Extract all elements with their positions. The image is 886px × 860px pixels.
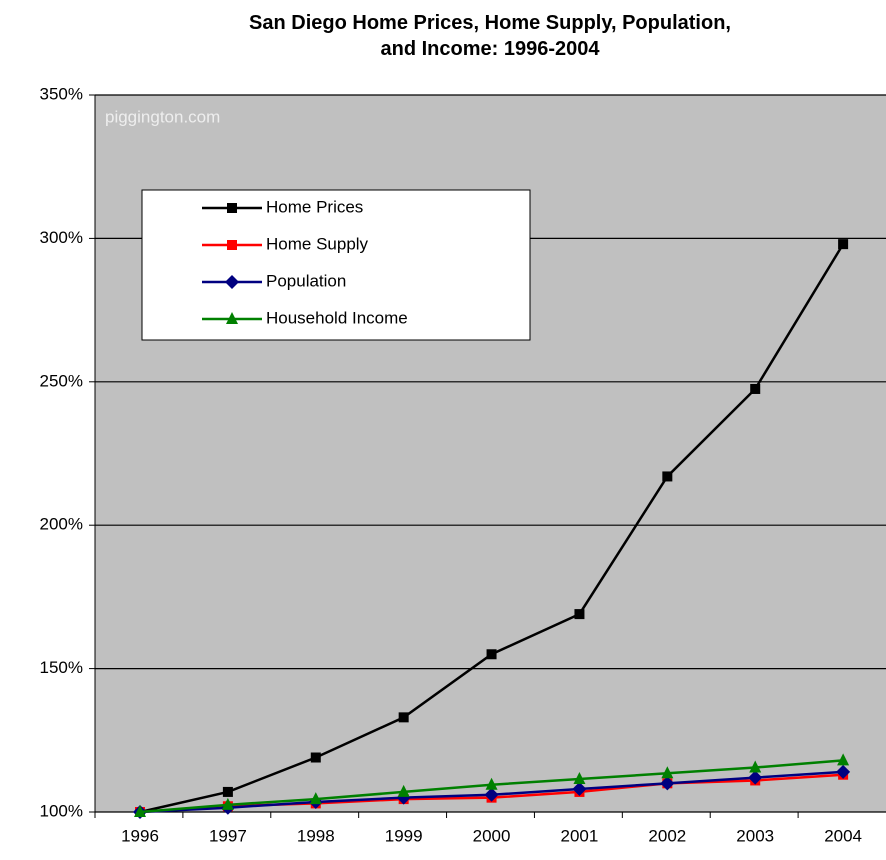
marker bbox=[836, 764, 851, 779]
y-tick-label: 250% bbox=[40, 371, 83, 390]
legend-label: Home Prices bbox=[266, 197, 363, 216]
marker bbox=[749, 760, 762, 773]
marker bbox=[572, 782, 587, 797]
x-tick-label: 2002 bbox=[648, 826, 686, 845]
marker bbox=[573, 772, 586, 785]
marker bbox=[227, 240, 237, 250]
marker bbox=[226, 312, 238, 324]
marker bbox=[748, 770, 763, 785]
marker bbox=[310, 752, 321, 763]
y-tick-label: 300% bbox=[40, 228, 83, 247]
x-tick-label: 1997 bbox=[209, 826, 247, 845]
marker bbox=[574, 609, 585, 620]
marker bbox=[225, 275, 239, 289]
marker bbox=[661, 766, 674, 779]
marker bbox=[397, 784, 410, 797]
marker bbox=[486, 649, 497, 660]
legend-label: Household Income bbox=[266, 308, 408, 327]
legend-label: Home Supply bbox=[266, 234, 369, 253]
marker bbox=[750, 383, 761, 394]
marker bbox=[221, 797, 234, 810]
chart-title: San Diego Home Prices, Home Supply, Popu… bbox=[249, 12, 731, 60]
x-tick-label: 1999 bbox=[385, 826, 423, 845]
watermark: piggington.com bbox=[105, 107, 220, 126]
x-tick-label: 1998 bbox=[297, 826, 335, 845]
x-tick-label: 2001 bbox=[561, 826, 599, 845]
marker bbox=[222, 786, 233, 797]
marker bbox=[398, 712, 409, 723]
y-tick-label: 150% bbox=[40, 658, 83, 677]
y-tick-label: 100% bbox=[40, 801, 83, 820]
marker bbox=[662, 471, 673, 482]
marker bbox=[309, 792, 322, 805]
marker bbox=[660, 776, 675, 791]
marker bbox=[484, 787, 499, 802]
x-tick-label: 2000 bbox=[473, 826, 511, 845]
y-tick-label: 350% bbox=[40, 84, 83, 103]
legend-label: Population bbox=[266, 271, 346, 290]
x-tick-label: 2004 bbox=[824, 826, 862, 845]
marker bbox=[485, 777, 498, 790]
legend-box bbox=[141, 189, 531, 341]
y-tick-label: 200% bbox=[40, 515, 83, 534]
marker bbox=[227, 203, 237, 213]
marker bbox=[838, 239, 849, 250]
x-tick-label: 2003 bbox=[736, 826, 774, 845]
x-tick-label: 1996 bbox=[121, 826, 159, 845]
marker bbox=[134, 805, 146, 817]
marker bbox=[837, 753, 850, 766]
